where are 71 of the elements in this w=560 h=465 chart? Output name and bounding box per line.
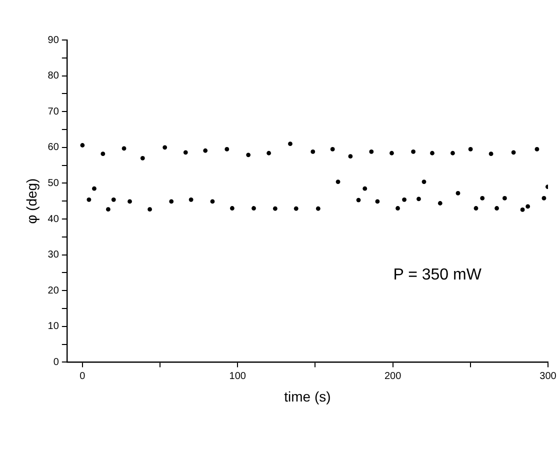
point — [122, 146, 126, 151]
point — [369, 149, 374, 154]
point — [224, 146, 230, 152]
point — [111, 197, 116, 202]
y-tick-label: 0 — [53, 356, 60, 368]
point — [520, 207, 525, 212]
point — [542, 196, 546, 200]
point — [416, 196, 421, 202]
y-tick-label: 90 — [48, 34, 60, 46]
point — [188, 197, 194, 202]
point — [230, 206, 234, 210]
x-tick-label: 300 — [540, 370, 557, 382]
point — [316, 206, 320, 211]
point — [450, 150, 455, 156]
point — [396, 206, 400, 210]
point — [502, 196, 507, 200]
point — [488, 152, 494, 156]
point — [480, 196, 485, 200]
x-axis-title: time (s) — [284, 388, 331, 404]
point — [162, 145, 168, 150]
point — [422, 180, 426, 184]
y-tick-label: 40 — [48, 214, 60, 225]
y-tick-label: 50 — [48, 178, 60, 189]
y-tick-label: 30 — [48, 250, 60, 261]
x-tick-label: 200 — [384, 370, 402, 382]
y-tick-label: 80 — [48, 70, 60, 82]
point — [402, 197, 406, 202]
point — [534, 146, 540, 152]
point — [294, 206, 298, 211]
point — [468, 146, 473, 152]
point — [375, 199, 380, 204]
point — [148, 207, 152, 212]
point — [246, 152, 251, 158]
point — [288, 142, 292, 146]
point — [348, 154, 353, 159]
point — [203, 148, 208, 153]
point — [336, 180, 340, 184]
point — [511, 150, 516, 155]
point — [183, 150, 188, 155]
point — [494, 206, 499, 210]
point — [106, 207, 110, 212]
point — [356, 198, 361, 202]
point — [92, 186, 96, 191]
point — [272, 206, 278, 211]
point — [80, 143, 85, 148]
point — [100, 152, 106, 156]
annotation: P = 350 mW — [393, 266, 482, 284]
point — [252, 206, 256, 210]
point — [140, 156, 145, 160]
point — [430, 150, 434, 156]
point — [438, 201, 442, 206]
point — [169, 199, 174, 204]
point — [330, 146, 335, 152]
x-tick-label: 100 — [229, 370, 246, 382]
y-tick-label: 70 — [48, 106, 60, 118]
y-axis-title: φ (deg) — [23, 178, 40, 224]
point — [128, 199, 132, 204]
point — [266, 150, 272, 156]
point — [310, 149, 316, 154]
point — [474, 206, 478, 210]
x-tick-label: 0 — [80, 370, 86, 382]
point — [456, 191, 460, 196]
point — [362, 186, 368, 191]
y-tick-label: 10 — [48, 321, 60, 332]
point — [210, 199, 215, 204]
y-tick-label: 20 — [48, 285, 60, 296]
y-tick-label: 60 — [48, 142, 60, 154]
point — [390, 150, 394, 156]
point — [411, 149, 416, 154]
point — [526, 204, 530, 209]
point — [86, 197, 92, 202]
